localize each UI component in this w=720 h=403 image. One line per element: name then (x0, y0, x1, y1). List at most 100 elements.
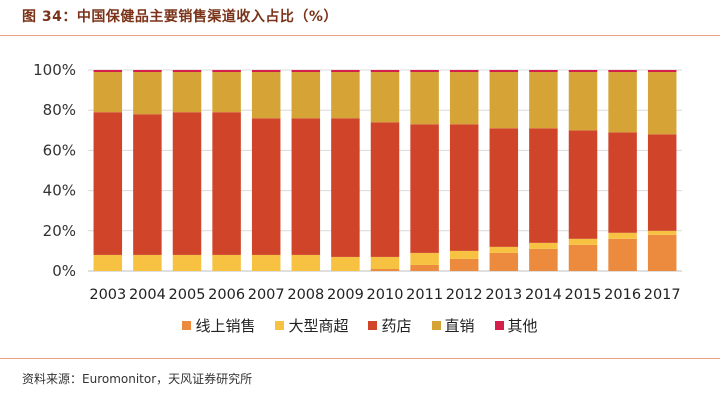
x-tick-label: 2006 (208, 287, 245, 303)
legend-swatch (368, 321, 378, 330)
legend-label: 大型商超 (288, 317, 349, 335)
bar-segment (291, 70, 321, 73)
bar-segment (608, 132, 637, 233)
x-tick-label: 2004 (129, 287, 166, 303)
bar-segment (529, 248, 558, 271)
bar-segment (331, 72, 360, 119)
chart-title: 图 34：中国保健品主要销售渠道收入占比（%） (22, 9, 338, 25)
bar-segment (568, 244, 598, 271)
legend-item: 其他 (494, 315, 538, 336)
x-tick-label: 2014 (525, 287, 562, 303)
x-tick-label: 2016 (604, 287, 641, 303)
bar-segment (489, 246, 519, 253)
y-tick-label: 40% (43, 182, 76, 200)
bar-segment (370, 70, 400, 73)
bar-segment (370, 122, 400, 257)
bar-segment (212, 112, 241, 255)
bar-segment (133, 114, 162, 255)
bar-segment (291, 118, 321, 255)
y-tick-label: 100% (33, 61, 76, 79)
bar-segment (133, 72, 162, 115)
bar-segment (608, 232, 637, 239)
bar-segment (331, 70, 360, 73)
bar-segment (212, 70, 241, 73)
source-note: 资料来源：Euromonitor，天风证券研究所 (22, 372, 253, 386)
bar-segment (212, 72, 241, 113)
bar-segment (172, 254, 202, 271)
x-tick-label: 2013 (485, 287, 522, 303)
legend-label: 药店 (381, 317, 412, 335)
bar-segment (568, 72, 598, 131)
bar-segment (410, 124, 439, 253)
bar-segment (489, 72, 519, 129)
bar-segment (568, 130, 598, 239)
bar-segment (172, 112, 202, 255)
bar-segment (410, 252, 439, 265)
chart-legend: 线上销售 大型商超 药店 直销 其他 (0, 315, 720, 336)
x-tick-label: 2007 (248, 287, 285, 303)
bar-segment (251, 254, 281, 271)
bar-segment (410, 72, 439, 125)
bar-segment (410, 264, 439, 271)
bar-segment (93, 254, 123, 271)
bar-segment (449, 72, 479, 125)
x-tick-label: 2005 (169, 287, 206, 303)
legend-swatch (494, 321, 504, 330)
bar-segment (370, 256, 400, 269)
bar-segment (291, 72, 321, 119)
bar-segment (251, 70, 281, 73)
bar-segment (133, 254, 162, 271)
bar-segment (449, 70, 479, 73)
bar-segment (489, 70, 519, 73)
bar-segment (93, 112, 123, 255)
bar-segment (608, 70, 637, 73)
top-divider (0, 35, 720, 36)
bar-segment (647, 70, 677, 73)
bar-segment (93, 72, 123, 113)
bar-segment (529, 72, 558, 129)
bar-segment (133, 70, 162, 73)
x-tick-label: 2011 (406, 287, 443, 303)
bar-segment (370, 268, 400, 271)
bar-segment (449, 258, 479, 271)
legend-label: 其他 (507, 317, 538, 335)
bar-segment (529, 70, 558, 73)
x-tick-label: 2010 (367, 287, 404, 303)
bar-segment (449, 250, 479, 259)
y-tick-label: 20% (43, 222, 76, 240)
bar-segment (608, 72, 637, 133)
bar-segment (370, 72, 400, 123)
bar-segment (568, 70, 598, 73)
legend-swatch (431, 321, 441, 330)
bar-segment (172, 72, 202, 113)
bar-segment (291, 254, 321, 271)
legend-swatch (275, 321, 285, 330)
bar-segment (647, 72, 677, 135)
bar-segment (608, 238, 637, 271)
x-tick-label: 2015 (565, 287, 602, 303)
bar-segment (251, 118, 281, 255)
bar-segment (449, 124, 479, 251)
legend-swatch (182, 321, 192, 330)
bar-segment (568, 238, 598, 245)
legend-item: 药店 (368, 315, 412, 336)
bar-segment (331, 256, 360, 271)
bar-segment (251, 72, 281, 119)
legend-item: 线上销售 (182, 315, 255, 336)
bottom-divider (0, 358, 720, 359)
bar-segment (529, 242, 558, 249)
bar-segment (529, 128, 558, 243)
y-tick-label: 0% (52, 262, 76, 280)
bar-segment (331, 118, 360, 257)
y-tick-label: 80% (43, 101, 76, 119)
x-tick-label: 2009 (327, 287, 364, 303)
x-tick-label: 2008 (287, 287, 324, 303)
legend-label: 直销 (444, 317, 475, 335)
stacked-bar-chart: 0%20%40%60%80%100%2003 2004 2005 2006 2007 20… (33, 61, 682, 303)
bar-segment (93, 70, 123, 73)
legend-label: 线上销售 (195, 317, 256, 335)
bar-segment (489, 128, 519, 247)
bar-segment (172, 70, 202, 73)
bar-segment (647, 234, 677, 271)
bar-segment (647, 134, 677, 231)
